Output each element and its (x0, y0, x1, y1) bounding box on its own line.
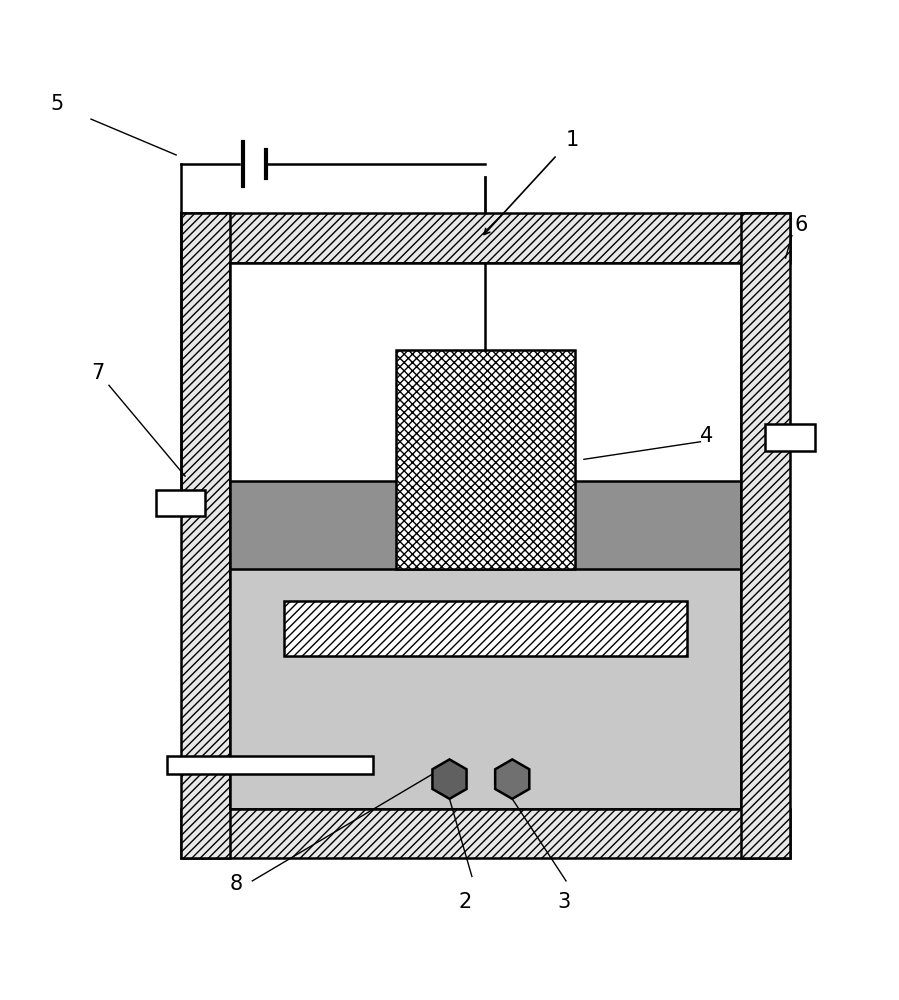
Bar (167, 756, 373, 774)
Bar (284, 601, 687, 656)
Bar (396, 350, 575, 569)
Text: 5: 5 (50, 94, 64, 114)
Text: 7: 7 (91, 363, 104, 383)
Bar (181, 809, 790, 858)
Bar (181, 213, 790, 263)
Bar (230, 481, 741, 569)
Text: 6: 6 (795, 215, 808, 235)
Bar (230, 569, 741, 809)
Polygon shape (432, 759, 467, 799)
Text: 1: 1 (566, 130, 579, 150)
Text: 3: 3 (557, 892, 570, 912)
Bar (741, 213, 790, 858)
Bar (156, 490, 205, 516)
Text: 4: 4 (700, 426, 714, 446)
Text: 2: 2 (458, 892, 472, 912)
Bar (765, 424, 814, 451)
Bar (181, 213, 230, 858)
Bar (230, 263, 741, 809)
Polygon shape (495, 759, 530, 799)
Text: 8: 8 (230, 874, 243, 894)
